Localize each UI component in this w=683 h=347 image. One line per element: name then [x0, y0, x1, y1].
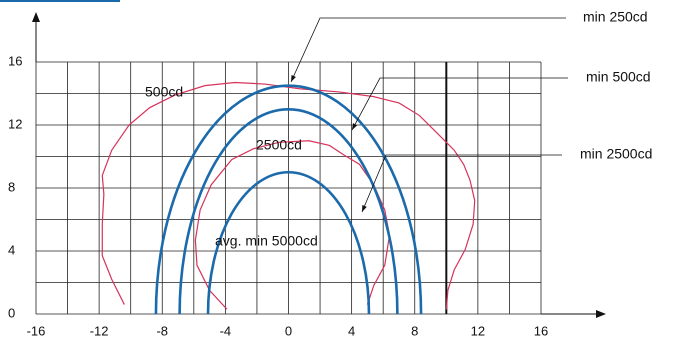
- ellipse: [178, 107, 399, 315]
- leader-arrow: [291, 75, 296, 82]
- x-tick-label: 0: [285, 323, 292, 338]
- y-arrow-head: [32, 12, 40, 22]
- center-label: avg. min 5000cd: [215, 233, 318, 249]
- y-tick-label: 16: [8, 53, 22, 68]
- ellipse: [206, 171, 371, 315]
- x-arrow-head: [596, 310, 606, 318]
- leader-arrow: [352, 123, 358, 130]
- leader-line: [361, 154, 562, 213]
- x-tick-label: 16: [534, 323, 548, 338]
- x-tick-label: -16: [27, 323, 46, 338]
- y-tick-label: 12: [8, 116, 22, 131]
- x-tick-label: 4: [348, 323, 355, 338]
- x-tick-label: -4: [220, 323, 232, 338]
- ellipse-label: min 250cd: [583, 9, 648, 25]
- contour: [101, 81, 476, 310]
- y-tick-label: 0: [8, 305, 15, 320]
- leader-arrow: [362, 205, 367, 212]
- contour-label: 500cd: [145, 84, 183, 100]
- contour-label: 2500cd: [256, 137, 302, 153]
- x-tick-label: -12: [90, 323, 109, 338]
- leader-line: [290, 17, 566, 83]
- x-tick-label: -8: [156, 323, 168, 338]
- ellipse-label: min 500cd: [586, 69, 651, 85]
- leader-line: [351, 77, 568, 131]
- ellipse: [154, 85, 423, 315]
- ellipse-label: min 2500cd: [580, 146, 652, 162]
- y-tick-label: 4: [8, 242, 15, 257]
- x-tick-label: 8: [411, 323, 418, 338]
- x-tick-label: 12: [471, 323, 485, 338]
- y-tick-label: 8: [8, 179, 15, 194]
